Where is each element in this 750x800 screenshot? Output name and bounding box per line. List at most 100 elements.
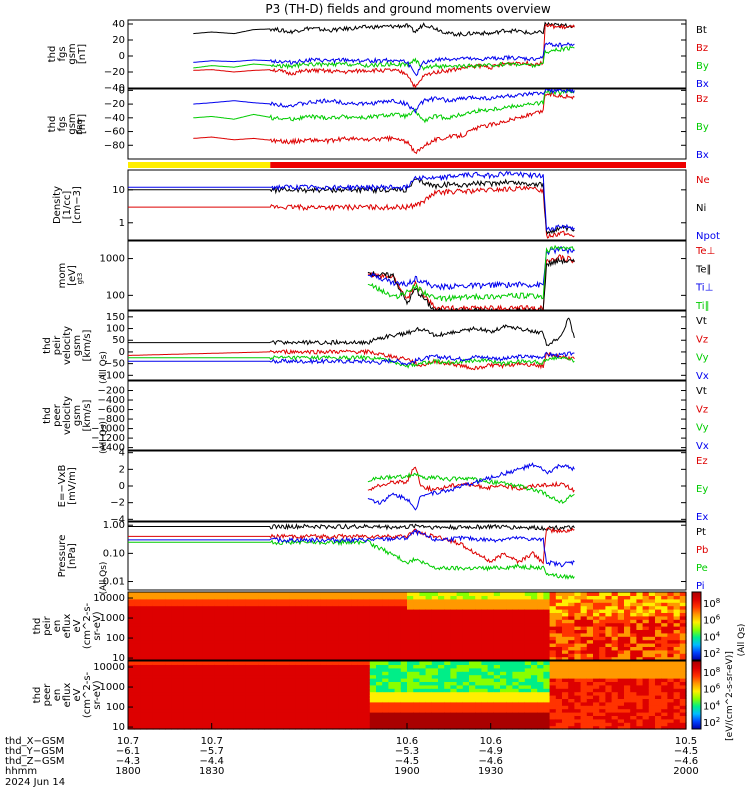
peir_en_eflux-cell: [239, 592, 247, 596]
peer_en_eflux-cell: [661, 718, 668, 723]
peir_en_eflux-cell: [487, 592, 495, 596]
peer_en_eflux-cell: [227, 667, 234, 672]
peer_en_eflux-cell: [190, 725, 197, 730]
peir_en_eflux-cell: [233, 592, 241, 596]
peir_en_eflux-cell: [363, 639, 371, 644]
peer_en_eflux-cell: [128, 718, 135, 723]
peer_en_eflux-cell: [159, 684, 166, 689]
peer_en_eflux-cell: [258, 678, 265, 682]
peir_velocity-series-Vy: [128, 354, 575, 369]
efield-series-Ey: [367, 472, 575, 504]
peer_en_eflux-cell: [512, 705, 520, 710]
peer_en_eflux-cell: [202, 698, 210, 703]
peer_en_eflux-cell: [617, 674, 625, 679]
peir_en_eflux-cell: [214, 649, 222, 654]
peir_en_eflux-cell: [301, 632, 309, 637]
peir_velocity-ylabel-text: thdpeirvelocitygsm[km/s]: [42, 326, 93, 365]
peir_en_eflux-cell: [332, 598, 340, 603]
peer_en_eflux-cell: [655, 661, 662, 665]
peer_en_eflux-cell: [289, 715, 296, 720]
peer_en_eflux-cell: [270, 725, 278, 730]
peer_en_eflux-cell: [506, 722, 513, 727]
peer_en_eflux-cell: [388, 708, 396, 713]
peer_en_eflux-cell: [283, 691, 290, 696]
peir_en_eflux-cell: [661, 636, 668, 641]
peer_en_eflux-cell: [555, 705, 563, 710]
peer_en_eflux-cell: [239, 708, 247, 713]
peir_en_eflux-cell: [140, 643, 148, 647]
peer_en_eflux-cell: [177, 688, 185, 693]
peir_en_eflux-cell: [301, 653, 309, 658]
peir_en_eflux-cell: [630, 612, 637, 617]
peir_en_eflux-cell: [586, 598, 594, 603]
peer_en_eflux-cell: [431, 667, 439, 672]
peer_en_eflux-cell: [506, 701, 513, 706]
peir_en_eflux-cell: [450, 609, 458, 613]
peer_en_eflux-cell: [283, 712, 290, 716]
peir_en_eflux-cell: [233, 629, 241, 634]
peir_en_eflux-cell: [369, 615, 377, 620]
peer_en_eflux-cell: [636, 701, 644, 706]
peir_en_eflux-colorbar: [691, 591, 702, 661]
peir_en_eflux-cell: [400, 615, 408, 620]
peer_en_eflux-cell: [307, 701, 315, 706]
peir_en_eflux-cell: [537, 636, 544, 641]
moms-ytick-label-1: 100: [106, 290, 125, 301]
peer_en_eflux-cell: [425, 712, 433, 716]
peer_en_eflux-cell: [171, 691, 179, 696]
peir_en_eflux-cell: [314, 609, 321, 613]
peer_en_eflux-cell: [221, 705, 228, 710]
peer_en_eflux-cell: [481, 684, 489, 689]
peir_en_eflux-cell: [673, 605, 681, 610]
peir_en_eflux-cell: [624, 636, 631, 641]
peir_en_eflux-cell: [245, 656, 253, 661]
peer_en_eflux-cell: [314, 674, 321, 679]
peer_en_eflux-cell: [283, 715, 290, 720]
peer_en_eflux-cell: [252, 681, 259, 686]
peer_en_eflux-cell: [338, 671, 346, 676]
peer_en_eflux-cell: [159, 698, 166, 703]
peer_en_eflux-cell: [648, 705, 656, 710]
peer_en_eflux-cell: [667, 688, 675, 693]
peir_en_eflux-cell: [642, 626, 650, 630]
peer_en_eflux-cell: [562, 661, 569, 665]
peir_en_eflux-cell: [351, 629, 358, 634]
x-row-1-value-2: −5.3: [395, 746, 419, 757]
peir_en_eflux-cell: [233, 626, 241, 630]
peer_en_eflux-cell: [270, 674, 278, 679]
peir_en_eflux-cell: [258, 626, 265, 630]
peir_en_eflux-cell: [134, 636, 141, 641]
peer_en_eflux-cell: [221, 695, 228, 699]
peer_en_eflux-cell: [351, 718, 358, 723]
peer_en_eflux-cell: [549, 701, 557, 706]
peir_en_eflux-cell: [239, 609, 247, 613]
peer_en_eflux-cell: [394, 695, 402, 699]
peir_en_eflux-cell: [444, 619, 451, 624]
peir_en_eflux-cell: [388, 595, 396, 600]
peer_en_eflux-cell: [128, 722, 135, 727]
peir_en_eflux-cell: [636, 612, 644, 617]
peir_en_eflux-cell: [580, 653, 588, 658]
peer_en_eflux-cell: [431, 701, 439, 706]
peir_en_eflux-cell: [152, 602, 160, 607]
peir_en_eflux-cell: [183, 605, 191, 610]
peir_en_eflux-cell: [456, 656, 464, 661]
peir_en_eflux-cell: [593, 612, 600, 617]
peir_velocity-ytick-label-2: 50: [112, 335, 125, 346]
peer_en_eflux-cell: [630, 725, 637, 730]
peir_en_eflux-cell: [134, 622, 141, 627]
peer_en_eflux-cell: [258, 688, 265, 693]
peir_en_eflux-cell: [320, 595, 327, 600]
peir_en_eflux-cell: [568, 632, 575, 637]
peir_en_eflux-cell: [531, 595, 538, 600]
peir_en_eflux-cell: [171, 626, 179, 630]
peer_en_eflux-cell: [128, 667, 135, 672]
peer_en_eflux-cell: [221, 722, 228, 727]
peer_en_eflux-cell: [531, 725, 538, 730]
peer_velocity-ytick-label-2: −600: [98, 405, 125, 416]
peir_en_eflux-cell: [419, 626, 427, 630]
peer_en_eflux-cell: [382, 681, 389, 686]
peer_en_eflux-cell: [295, 715, 303, 720]
peer_en_eflux-cell: [425, 691, 433, 696]
peir_en_eflux-cell: [264, 595, 272, 600]
